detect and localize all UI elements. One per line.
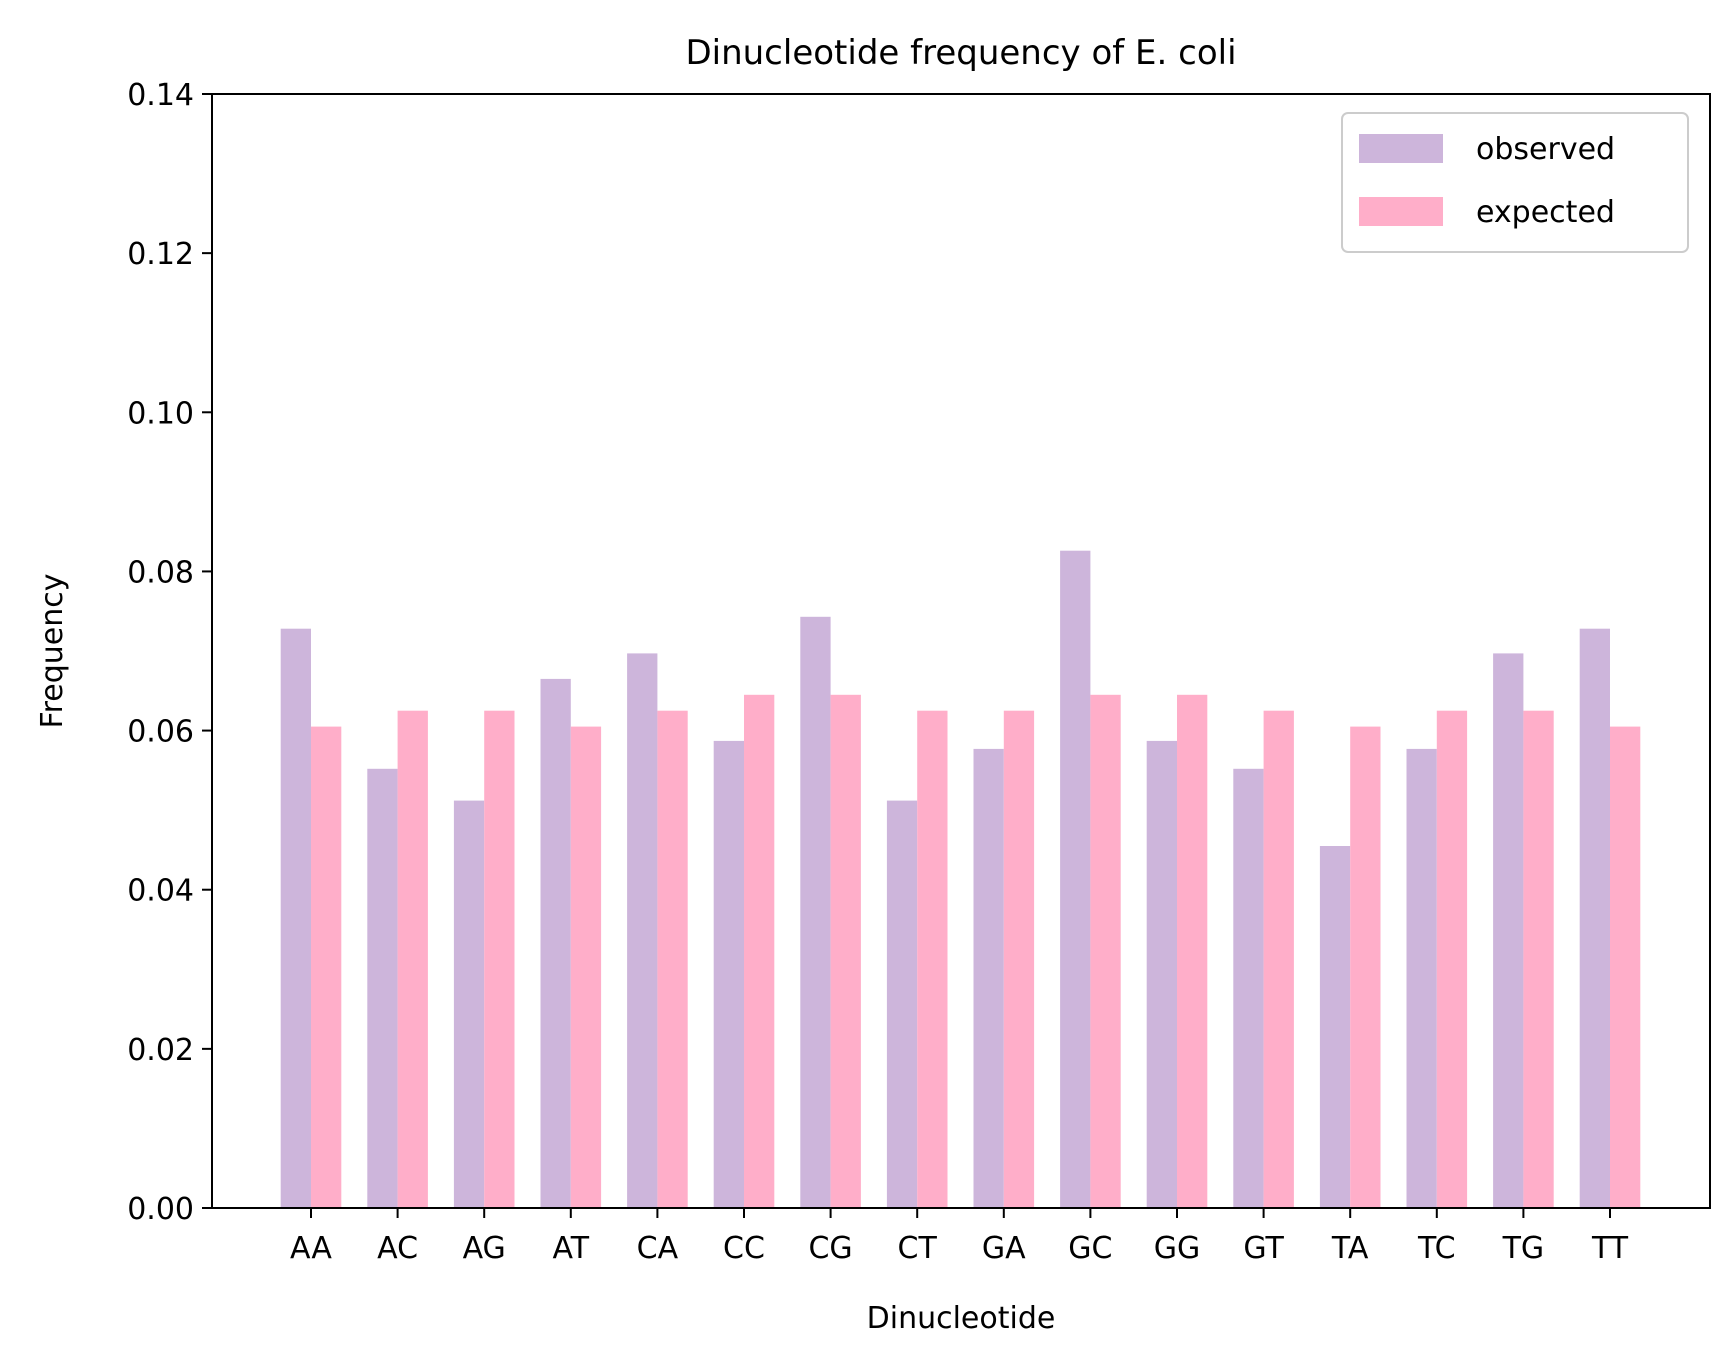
bar-observed-CA [627,653,658,1208]
legend-label-observed: observed [1476,132,1615,167]
x-tick-label-TG: TG [1502,1231,1545,1266]
x-tick-label-CC: CC [723,1231,765,1266]
bar-expected-AC [397,710,428,1208]
x-axis-label: Dinucleotide [867,1301,1056,1336]
x-tick-label-GA: GA [982,1231,1026,1266]
x-tick-label-AC: AC [377,1231,418,1266]
bar-expected-TC [1436,710,1468,1208]
x-tick-label-CG: CG [808,1231,852,1266]
x-tick-label-GC: GC [1068,1231,1112,1266]
y-tick-label: 0.14 [127,78,194,113]
bar-observed-CG [800,616,831,1208]
y-tick-label: 0.08 [127,555,194,590]
bar-observed-AT [540,678,571,1208]
x-tick-label-GG: GG [1154,1231,1201,1266]
bar-observed-TA [1319,846,1351,1208]
chart-title: Dinucleotide frequency of E. coli [685,33,1236,73]
legend-swatch-observed [1359,134,1443,163]
bar-observed-AA [280,628,311,1208]
bar-expected-GT [1263,710,1294,1208]
bar-observed-CC [713,740,744,1208]
bar-expected-TA [1350,726,1381,1208]
bar-observed-GG [1146,740,1177,1208]
bar-expected-AA [311,726,342,1208]
bars-group [280,550,1641,1208]
x-tick-label-TT: TT [1591,1231,1629,1266]
legend: observed expected [1341,112,1689,253]
bar-expected-TG [1523,710,1554,1208]
y-tick-label: 0.00 [127,1192,194,1227]
bar-expected-GA [1003,710,1035,1208]
bar-observed-GA [973,748,1004,1208]
bar-observed-AC [367,768,398,1208]
y-tick-label: 0.02 [127,1033,194,1068]
x-tick-label-CT: CT [898,1231,938,1266]
bar-expected-GG [1177,694,1208,1208]
y-tick-label: 0.06 [127,715,194,750]
x-axis: AA AC AG AT CA CC CG CT GA GC GG GT TA TC TG TT [290,1208,1629,1266]
y-tick-label: 0.12 [127,237,194,272]
y-tick-label: 0.04 [127,874,194,909]
bar-expected-CC [744,694,775,1208]
legend-label-expected: expected [1476,195,1615,230]
plot-frame [211,93,1711,1209]
bar-observed-GC [1060,550,1091,1208]
y-axis-label: Frequency [35,574,70,729]
y-tick-label: 0.10 [127,396,194,431]
x-tick-label-GT: GT [1243,1231,1284,1266]
x-tick-label-AA: AA [290,1231,332,1266]
bar-observed-TG [1493,653,1524,1208]
x-tick-label-CA: CA [637,1231,679,1266]
y-axis: 0.00 0.02 0.04 0.06 0.08 0.10 0.12 0.14 [127,78,212,1227]
x-tick-label-AG: AG [463,1231,506,1266]
bar-observed-TT [1579,628,1610,1208]
bar-expected-CG [830,694,861,1208]
bar-observed-GT [1233,768,1264,1208]
bar-expected-CT [917,710,948,1208]
bar-expected-AT [570,726,602,1208]
bar-expected-CA [657,710,688,1208]
bar-observed-CT [886,800,918,1208]
bar-observed-TC [1406,748,1437,1208]
bar-observed-AG [453,800,485,1208]
x-tick-label-TA: TA [1331,1231,1369,1266]
x-tick-label-AT: AT [553,1231,590,1266]
bar-expected-GC [1090,694,1121,1208]
bar-expected-AG [484,710,515,1208]
bar-expected-TT [1610,726,1641,1208]
x-tick-label-TC: TC [1417,1231,1456,1266]
legend-swatch-expected [1359,197,1443,226]
